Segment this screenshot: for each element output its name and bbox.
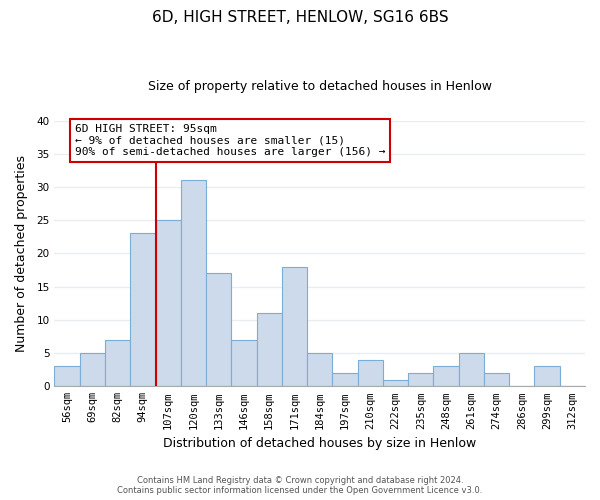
- Bar: [358, 360, 383, 386]
- Bar: [181, 180, 206, 386]
- X-axis label: Distribution of detached houses by size in Henlow: Distribution of detached houses by size …: [163, 437, 476, 450]
- Bar: [332, 373, 358, 386]
- Bar: [80, 353, 105, 386]
- Bar: [484, 373, 509, 386]
- Bar: [408, 373, 433, 386]
- Y-axis label: Number of detached properties: Number of detached properties: [15, 155, 28, 352]
- Bar: [55, 366, 80, 386]
- Bar: [130, 234, 155, 386]
- Bar: [206, 274, 231, 386]
- Text: Contains HM Land Registry data © Crown copyright and database right 2024.
Contai: Contains HM Land Registry data © Crown c…: [118, 476, 482, 495]
- Bar: [282, 266, 307, 386]
- Bar: [535, 366, 560, 386]
- Bar: [383, 380, 408, 386]
- Text: 6D HIGH STREET: 95sqm
← 9% of detached houses are smaller (15)
90% of semi-detac: 6D HIGH STREET: 95sqm ← 9% of detached h…: [74, 124, 385, 157]
- Bar: [105, 340, 130, 386]
- Bar: [231, 340, 257, 386]
- Bar: [307, 353, 332, 386]
- Text: 6D, HIGH STREET, HENLOW, SG16 6BS: 6D, HIGH STREET, HENLOW, SG16 6BS: [152, 10, 448, 25]
- Bar: [433, 366, 458, 386]
- Bar: [257, 313, 282, 386]
- Title: Size of property relative to detached houses in Henlow: Size of property relative to detached ho…: [148, 80, 492, 93]
- Bar: [155, 220, 181, 386]
- Bar: [458, 353, 484, 386]
